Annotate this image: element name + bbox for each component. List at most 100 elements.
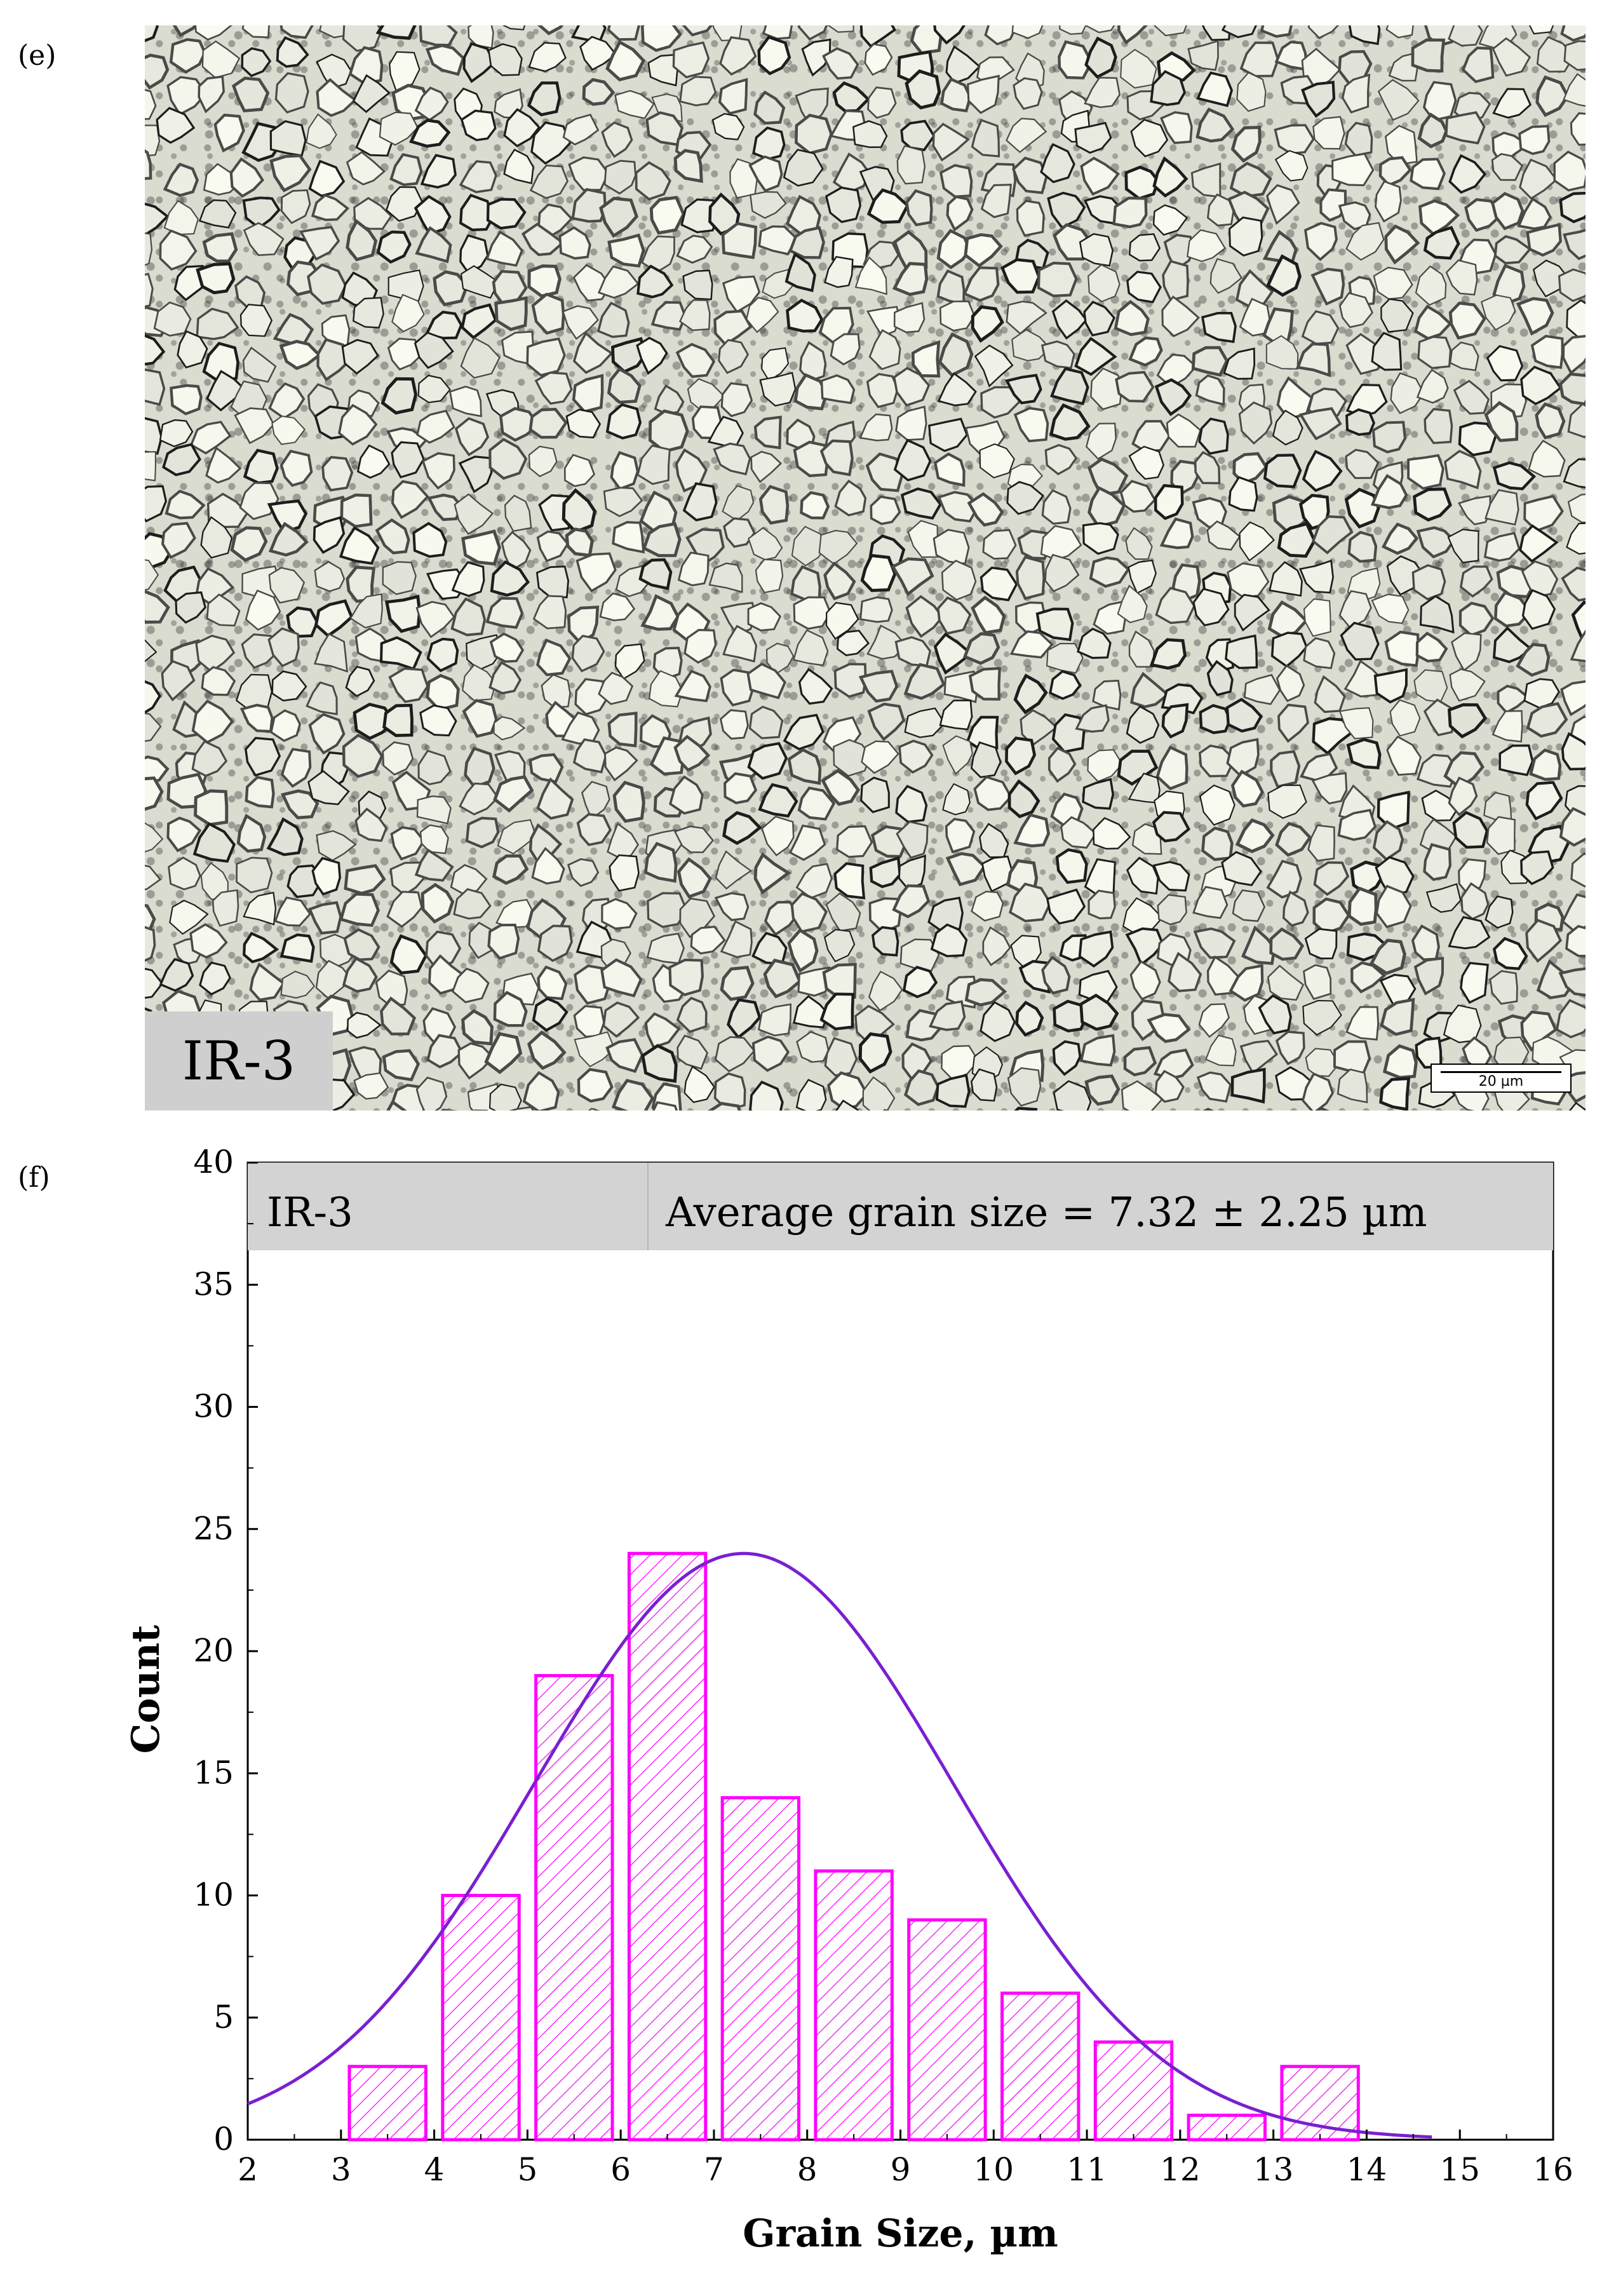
grain <box>451 561 485 597</box>
grain <box>243 931 279 964</box>
grain <box>753 90 786 125</box>
grain <box>936 596 972 635</box>
grain <box>245 776 275 809</box>
grain <box>492 854 529 885</box>
grain <box>793 373 828 410</box>
histogram-bar <box>347 2065 428 2142</box>
grain <box>833 663 867 698</box>
grain <box>607 822 639 859</box>
grain <box>1037 261 1078 297</box>
grain <box>1223 347 1256 380</box>
grain <box>1338 590 1372 630</box>
grain <box>711 112 745 140</box>
grain <box>1567 493 1586 523</box>
grain <box>521 222 565 257</box>
x-tick-label: 8 <box>797 2151 818 2188</box>
grain <box>793 596 832 630</box>
grain <box>724 772 758 805</box>
grain <box>1516 297 1554 336</box>
grain <box>971 595 1006 635</box>
grain <box>833 739 872 777</box>
grain <box>531 847 565 885</box>
grain <box>1277 522 1317 558</box>
grain <box>1425 883 1462 913</box>
grain <box>389 861 426 896</box>
grain <box>1155 745 1188 790</box>
grain <box>382 741 414 776</box>
grain <box>636 444 671 485</box>
grain <box>537 965 568 1001</box>
grain <box>747 602 782 631</box>
grain <box>461 303 497 340</box>
grain <box>1006 118 1047 154</box>
grain <box>1194 450 1221 485</box>
grain <box>1263 454 1302 489</box>
grain <box>761 815 795 856</box>
grain <box>343 928 380 961</box>
grain <box>177 330 208 368</box>
grain <box>971 305 1004 343</box>
grain <box>1229 964 1264 1002</box>
grain <box>1239 1039 1279 1075</box>
grain <box>973 775 1013 811</box>
grain <box>484 1032 523 1074</box>
grain <box>1044 553 1080 593</box>
grain <box>1375 180 1402 223</box>
grain <box>1452 811 1489 849</box>
grain <box>600 958 643 997</box>
grain <box>1227 562 1270 598</box>
grain <box>680 198 719 234</box>
grain <box>1303 598 1331 637</box>
grain <box>1087 889 1116 920</box>
grain <box>892 884 931 919</box>
grain <box>967 74 1000 114</box>
grain <box>762 268 795 299</box>
grain <box>1121 1080 1164 1111</box>
grain <box>911 340 941 378</box>
grain <box>1561 566 1586 602</box>
grain <box>964 978 1007 1007</box>
grain <box>468 25 494 50</box>
grain <box>859 25 896 48</box>
grain <box>1230 125 1262 163</box>
grain <box>541 673 571 708</box>
grain <box>280 970 316 999</box>
grain <box>1205 1034 1237 1067</box>
grain <box>1343 659 1384 698</box>
grain <box>1199 784 1236 826</box>
grain <box>941 560 977 601</box>
grain <box>1492 936 1528 971</box>
grain <box>493 716 526 741</box>
grain <box>1160 111 1193 144</box>
grain <box>1153 1048 1194 1080</box>
grain <box>825 892 861 932</box>
grain <box>1333 1040 1371 1074</box>
grain <box>1155 586 1195 625</box>
grain <box>243 222 285 257</box>
grain <box>1369 938 1406 975</box>
x-tick-label: 14 <box>1347 2151 1387 2188</box>
grain <box>1154 378 1192 416</box>
grain <box>978 823 1009 858</box>
grain <box>1077 627 1112 659</box>
grain <box>1345 1006 1380 1041</box>
grain <box>342 25 383 52</box>
grain <box>384 594 421 633</box>
grain <box>643 842 678 883</box>
grain <box>1413 487 1452 522</box>
grain <box>536 777 574 820</box>
grain <box>243 891 277 926</box>
grain <box>1560 680 1586 717</box>
grain <box>145 485 167 523</box>
grain <box>1492 461 1537 490</box>
grain <box>1301 81 1336 118</box>
grain <box>1347 886 1378 926</box>
grain <box>824 255 854 288</box>
grain <box>962 266 1000 302</box>
grain <box>1535 402 1566 440</box>
grain <box>971 119 1000 158</box>
grain <box>1421 789 1460 821</box>
grain <box>797 787 836 821</box>
grain <box>1380 997 1415 1036</box>
grain <box>199 961 231 996</box>
